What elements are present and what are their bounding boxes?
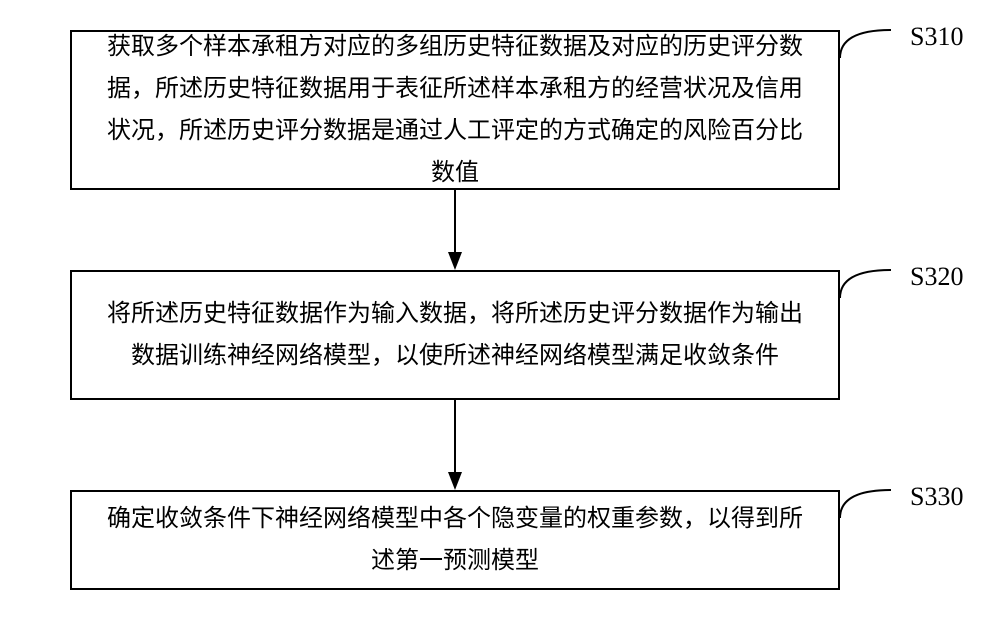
flowchart-canvas: 获取多个样本承租方对应的多组历史特征数据及对应的历史评分数据，所述历史特征数据用…	[0, 0, 1000, 640]
label-connector-s320	[836, 268, 901, 306]
flow-node-text: 获取多个样本承租方对应的多组历史特征数据及对应的历史评分数据，所述历史特征数据用…	[96, 26, 814, 194]
flow-label-s330: S330	[910, 482, 963, 512]
flow-node-text: 确定收敛条件下神经网络模型中各个隐变量的权重参数，以得到所述第一预测模型	[96, 498, 814, 582]
flow-node-text: 将所述历史特征数据作为输入数据，将所述历史评分数据作为输出数据训练神经网络模型，…	[96, 293, 814, 377]
flow-label-s310: S310	[910, 22, 963, 52]
flow-node-s330: 确定收敛条件下神经网络模型中各个隐变量的权重参数，以得到所述第一预测模型	[70, 490, 840, 590]
flow-node-s310: 获取多个样本承租方对应的多组历史特征数据及对应的历史评分数据，所述历史特征数据用…	[70, 30, 840, 190]
flow-label-s320: S320	[910, 262, 963, 292]
label-connector-s310	[836, 28, 901, 66]
flow-arrow	[441, 400, 469, 490]
label-connector-s330	[836, 488, 901, 526]
flow-node-s320: 将所述历史特征数据作为输入数据，将所述历史评分数据作为输出数据训练神经网络模型，…	[70, 270, 840, 400]
flow-arrow	[441, 190, 469, 270]
